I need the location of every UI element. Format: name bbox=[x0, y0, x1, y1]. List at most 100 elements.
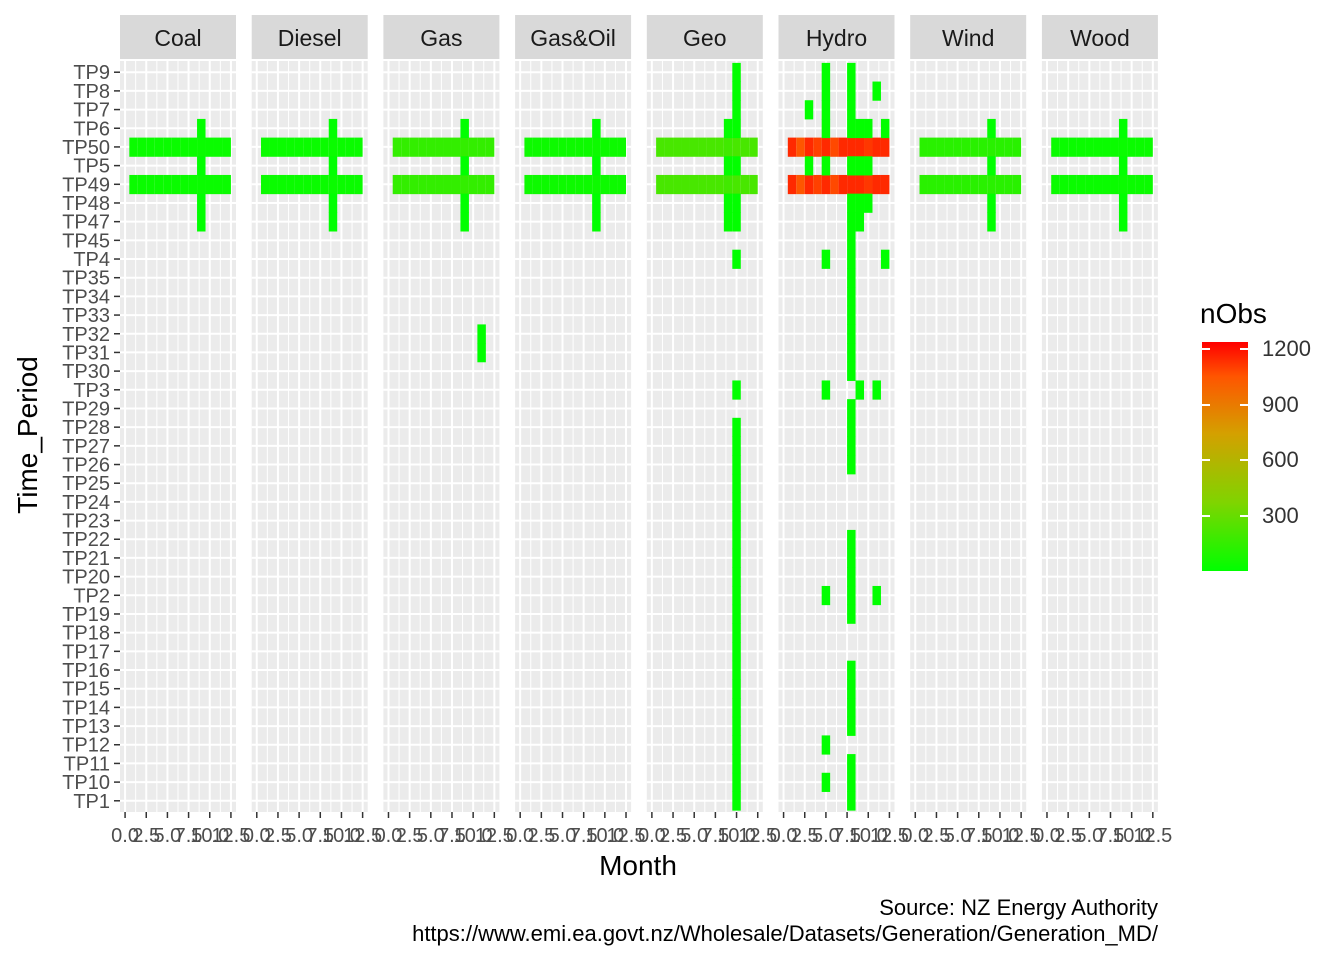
x-tick-label: 10.0 bbox=[849, 825, 888, 847]
facet-strip-label: Coal bbox=[154, 25, 201, 51]
x-tick-label: 2.5 bbox=[659, 825, 687, 847]
heat-tile bbox=[477, 137, 486, 157]
heat-tile bbox=[847, 343, 856, 363]
x-tick-label: 2.5 bbox=[527, 825, 555, 847]
heat-tile bbox=[681, 174, 690, 195]
x-tick-label: 2.5 bbox=[1054, 825, 1082, 847]
heat-tile bbox=[460, 118, 469, 139]
facet-strip-label: Hydro bbox=[806, 25, 867, 51]
facet-strip-label: Gas bbox=[420, 25, 462, 51]
heat-tile bbox=[821, 380, 831, 400]
facet-strip-label: Geo bbox=[683, 25, 726, 51]
heat-tile bbox=[345, 174, 355, 195]
heat-tile bbox=[987, 193, 996, 213]
heat-tile bbox=[1068, 137, 1077, 157]
y-tick-label: TP2 bbox=[73, 585, 110, 607]
legend-title: nObs bbox=[1200, 298, 1267, 329]
color-legend: nObs 300 600 900 1200 bbox=[1200, 298, 1330, 588]
x-tick-label: 10.0 bbox=[322, 825, 361, 847]
facet-strip bbox=[910, 15, 1027, 59]
heat-tile bbox=[460, 174, 469, 195]
x-tick-label: 12.5 bbox=[1133, 825, 1172, 847]
x-axis-title: Month bbox=[599, 850, 677, 881]
y-tick-label: TP25 bbox=[62, 473, 110, 495]
heat-tile bbox=[451, 137, 461, 157]
heat-tile bbox=[847, 100, 856, 120]
legend-tick-label: 600 bbox=[1262, 447, 1299, 473]
x-tick-label: 7.5 bbox=[438, 825, 466, 847]
heat-tile bbox=[821, 735, 831, 755]
heat-tile bbox=[558, 137, 567, 157]
heat-tile bbox=[804, 156, 814, 176]
x-tick-label: 7.5 bbox=[306, 825, 334, 847]
heat-tile bbox=[953, 174, 962, 195]
y-tick-label: TP24 bbox=[62, 492, 110, 514]
y-tick-label: TP5 bbox=[73, 156, 110, 178]
x-tick-label: 2.5 bbox=[264, 825, 292, 847]
heat-tile bbox=[1135, 174, 1145, 195]
heat-tile bbox=[723, 193, 733, 213]
heat-tile bbox=[919, 174, 928, 195]
heat-tile bbox=[205, 137, 214, 157]
heat-tile bbox=[460, 156, 469, 176]
x-tick-label: 7.5 bbox=[965, 825, 993, 847]
x-tick-label: 0.0 bbox=[1033, 825, 1061, 847]
heat-tile bbox=[961, 137, 971, 157]
heat-tile bbox=[872, 174, 881, 195]
heat-tile bbox=[294, 174, 304, 195]
y-tick-label: TP14 bbox=[62, 697, 110, 719]
x-tick-label: 10.0 bbox=[980, 825, 1019, 847]
y-tick-label: TP45 bbox=[62, 230, 110, 252]
heat-tile bbox=[732, 156, 741, 176]
y-tick-label: TP7 bbox=[73, 100, 110, 122]
heat-tile bbox=[864, 174, 873, 195]
heat-tile bbox=[732, 641, 741, 662]
heat-tile bbox=[847, 156, 856, 176]
heat-tile bbox=[732, 174, 741, 195]
facet-strip bbox=[120, 15, 236, 59]
x-tick-label: 10.0 bbox=[717, 825, 756, 847]
heat-tile bbox=[838, 137, 848, 157]
x-tick-label: 2.5 bbox=[923, 825, 951, 847]
heat-tile bbox=[180, 137, 189, 157]
heat-tile bbox=[617, 137, 627, 157]
heat-tile bbox=[706, 137, 716, 157]
facet-panel-hydro: Hydro 0.02.55.07.510.012.5 bbox=[770, 15, 909, 847]
facet-panel-gas: Gas 0.02.55.07.510.012.5 bbox=[375, 15, 514, 847]
y-tick-label: TP19 bbox=[62, 604, 110, 626]
heat-tile bbox=[129, 174, 138, 195]
heat-tile bbox=[1076, 174, 1086, 195]
x-tick-label: 12.5 bbox=[211, 825, 250, 847]
heat-tile bbox=[732, 455, 741, 475]
heat-tile bbox=[673, 137, 682, 157]
x-tick-label: 12.5 bbox=[738, 825, 777, 847]
heat-tile bbox=[443, 174, 452, 195]
heat-tile bbox=[880, 118, 890, 139]
y-tick-label: TP20 bbox=[62, 567, 110, 589]
heat-tile bbox=[847, 193, 856, 213]
heat-tile bbox=[401, 137, 410, 157]
heat-tile bbox=[821, 156, 831, 176]
heat-tile bbox=[664, 137, 674, 157]
heat-tile bbox=[609, 137, 618, 157]
heat-tile bbox=[995, 174, 1005, 195]
heat-tile bbox=[354, 137, 363, 157]
heat-tile bbox=[592, 212, 601, 232]
heat-tile bbox=[847, 660, 856, 680]
heat-tile bbox=[830, 137, 839, 157]
heat-tile bbox=[197, 137, 206, 157]
y-tick-label: TP15 bbox=[62, 679, 110, 701]
heat-tile bbox=[1085, 174, 1094, 195]
heat-tile bbox=[197, 118, 206, 139]
heat-tile bbox=[197, 156, 206, 176]
heat-tile bbox=[592, 118, 601, 139]
y-tick-label: TP22 bbox=[62, 529, 110, 551]
heat-tile bbox=[872, 380, 881, 400]
heat-tile bbox=[311, 174, 321, 195]
x-tick-label: 0.0 bbox=[375, 825, 403, 847]
x-tick-label: 7.5 bbox=[175, 825, 203, 847]
heat-tile bbox=[732, 118, 741, 139]
heat-tile bbox=[558, 174, 567, 195]
heat-tile bbox=[1004, 137, 1013, 157]
